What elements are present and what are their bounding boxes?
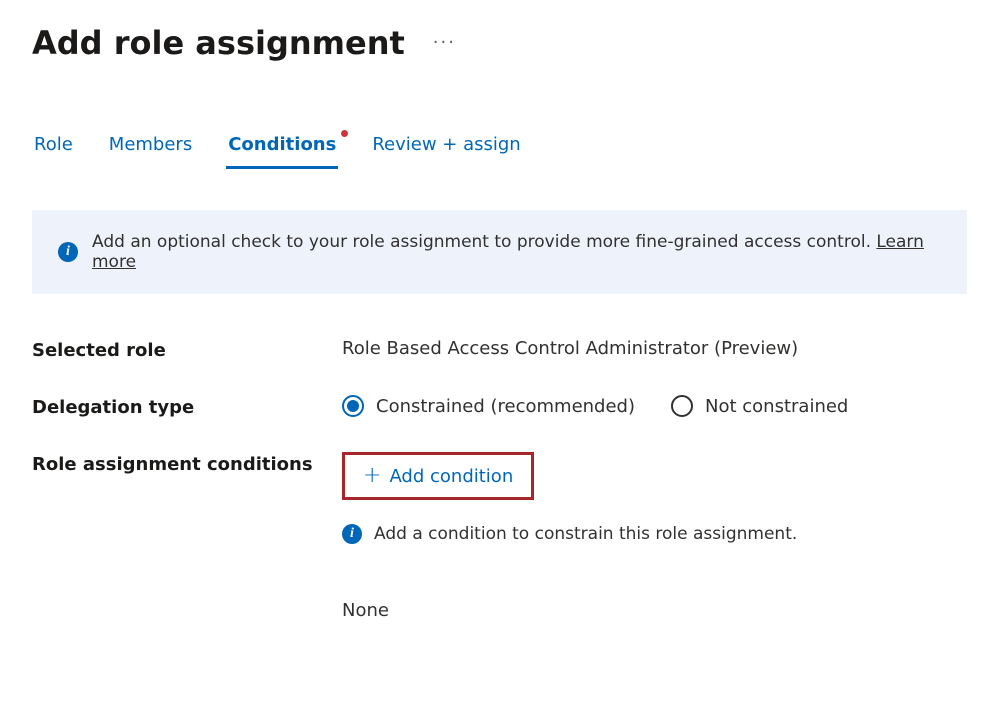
- conditions-label: Role assignment conditions: [32, 452, 342, 475]
- selected-role-label: Selected role: [32, 338, 342, 361]
- delegation-radio-not-constrained[interactable]: Not constrained: [671, 395, 848, 417]
- delegation-type-label: Delegation type: [32, 395, 342, 418]
- radio-icon: [671, 395, 693, 417]
- tab-role[interactable]: Role: [32, 126, 75, 169]
- more-actions-button[interactable]: ···: [425, 30, 464, 56]
- add-condition-label: Add condition: [389, 466, 513, 487]
- add-condition-highlight: + Add condition: [342, 452, 534, 500]
- info-icon: i: [58, 242, 78, 262]
- plus-icon: +: [363, 465, 381, 487]
- tab-members[interactable]: Members: [107, 126, 194, 169]
- condition-hint-text: Add a condition to constrain this role a…: [374, 524, 797, 544]
- conditions-none-value: None: [342, 600, 967, 621]
- condition-hint: i Add a condition to constrain this role…: [342, 524, 967, 544]
- radio-icon: [342, 395, 364, 417]
- add-condition-button[interactable]: + Add condition: [363, 465, 513, 487]
- radio-label: Constrained (recommended): [376, 396, 635, 417]
- info-banner-text: Add an optional check to your role assig…: [92, 232, 941, 272]
- radio-label: Not constrained: [705, 396, 848, 417]
- tab-bar: Role Members Conditions Review + assign: [32, 126, 967, 170]
- tab-conditions[interactable]: Conditions: [226, 126, 338, 169]
- page-title: Add role assignment: [32, 24, 405, 62]
- info-banner: i Add an optional check to your role ass…: [32, 210, 967, 294]
- tab-review-assign[interactable]: Review + assign: [370, 126, 522, 169]
- info-banner-message: Add an optional check to your role assig…: [92, 232, 876, 252]
- delegation-type-radio-group: Constrained (recommended) Not constrained: [342, 395, 967, 417]
- info-icon: i: [342, 524, 362, 544]
- selected-role-value: Role Based Access Control Administrator …: [342, 338, 967, 359]
- delegation-radio-constrained[interactable]: Constrained (recommended): [342, 395, 635, 417]
- tab-indicator-dot: [341, 130, 348, 137]
